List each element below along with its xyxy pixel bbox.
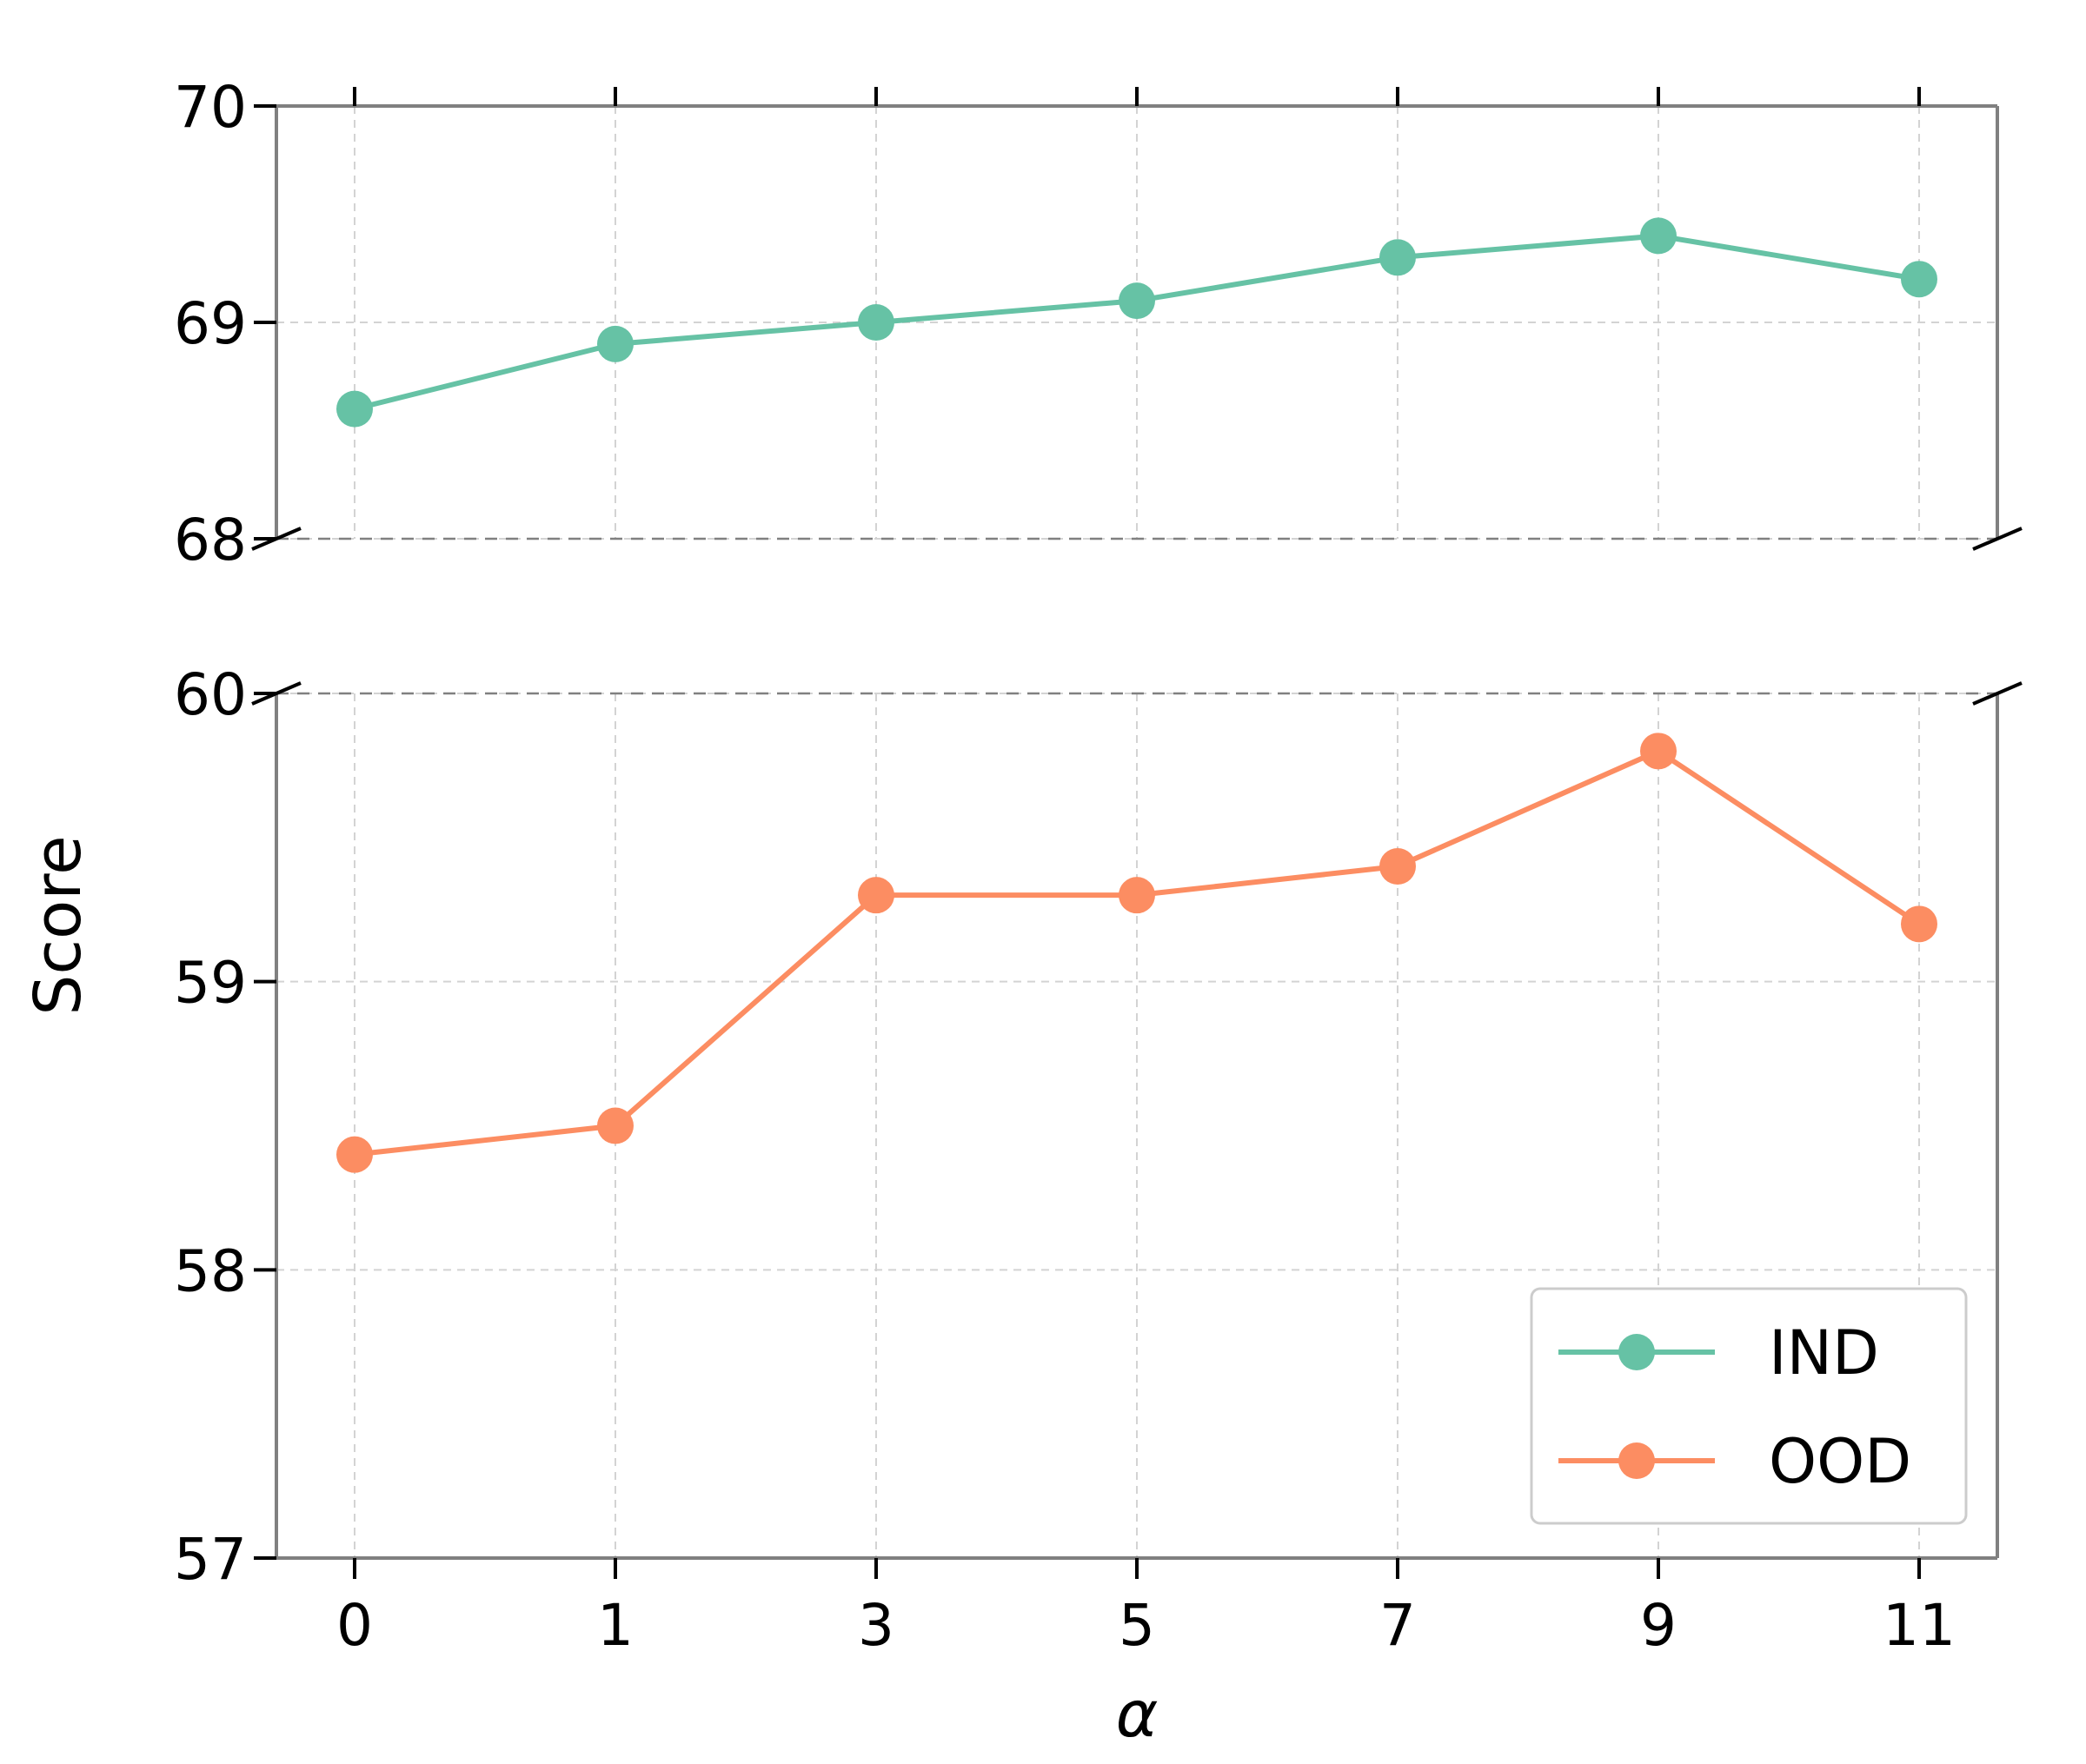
y-tick-label: 69	[174, 290, 247, 357]
data-point-ind	[1379, 239, 1416, 276]
series-layer	[336, 217, 1937, 1173]
legend-marker-ind	[1618, 1334, 1655, 1370]
data-point-ood	[1119, 877, 1155, 914]
y-tick-label: 70	[174, 74, 247, 141]
x-tick-label: 1	[597, 1592, 634, 1659]
x-tick-label: 11	[1883, 1592, 1956, 1659]
legend-label-ood: OOD	[1769, 1426, 1911, 1497]
legend: IND OOD	[1530, 1287, 1968, 1525]
data-point-ood	[858, 877, 894, 914]
data-point-ood	[597, 1107, 634, 1144]
axis-break-mark	[1972, 527, 2023, 551]
y-tick-label: 60	[174, 661, 247, 728]
axis-break-mark	[1972, 681, 2023, 706]
data-point-ind	[858, 304, 894, 341]
data-point-ood	[1379, 848, 1416, 885]
x-tick-label: 9	[1640, 1592, 1677, 1659]
axes-frame	[251, 104, 2023, 1560]
legend-label-ind: IND	[1769, 1317, 1879, 1389]
y-tick-label: 59	[174, 950, 247, 1017]
data-point-ood	[336, 1136, 373, 1173]
y-axis-title: Score	[21, 835, 96, 1015]
x-tick-label: 3	[858, 1592, 894, 1659]
y-tick-label: 68	[174, 507, 247, 574]
data-point-ind	[597, 325, 634, 362]
y-tick-label: 58	[174, 1237, 247, 1304]
x-tick-label: 7	[1379, 1592, 1416, 1659]
x-axis-title: α	[1116, 1677, 1159, 1752]
data-point-ind	[1640, 217, 1677, 255]
data-point-ind	[1901, 261, 1937, 298]
data-point-ind	[1119, 282, 1155, 320]
x-tick-label: 0	[336, 1592, 373, 1659]
data-point-ood	[1640, 733, 1677, 770]
legend-marker-ood	[1618, 1442, 1655, 1479]
y-tick-label: 57	[174, 1526, 247, 1593]
x-tick-label: 5	[1119, 1592, 1155, 1659]
data-point-ind	[336, 390, 373, 428]
data-point-ood	[1901, 905, 1937, 943]
